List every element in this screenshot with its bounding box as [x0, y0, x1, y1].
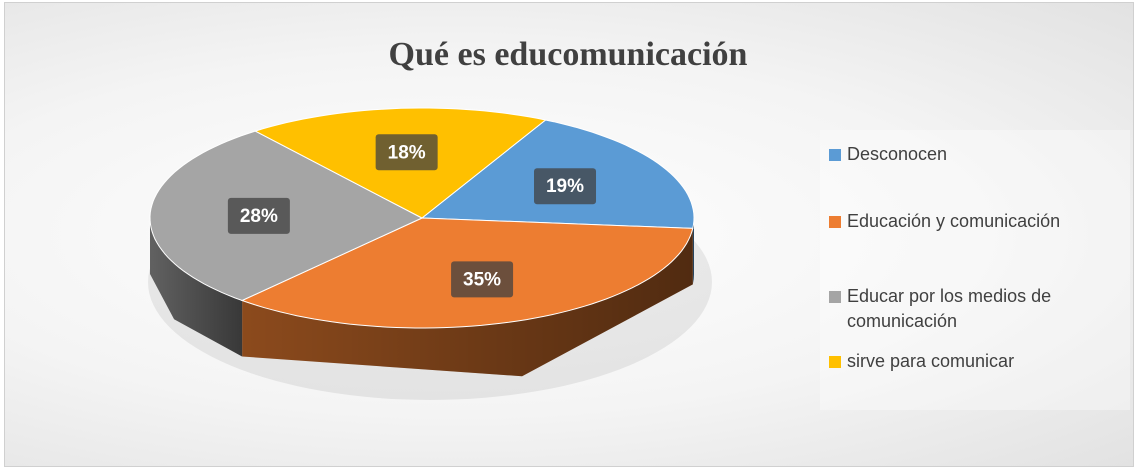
- legend-item: Educación y comunicación: [829, 209, 1127, 234]
- legend-label: Educación y comunicación: [847, 211, 1061, 231]
- data-label-box: [227, 197, 290, 234]
- pie-side-shade: [150, 218, 243, 357]
- data-label: 28%: [240, 206, 278, 227]
- legend-swatch: [829, 356, 841, 368]
- legend-swatch: [829, 149, 841, 161]
- legend: Desconocen Educación y comunicación Educar…: [820, 130, 1130, 410]
- legend-swatch: [829, 291, 841, 303]
- data-label: 18%: [388, 142, 426, 163]
- legend-item: Educar por los medios de comunicación: [829, 284, 1127, 334]
- legend-label: Educar por los medios de comunicación: [847, 286, 1052, 331]
- data-label: 35%: [463, 269, 501, 290]
- data-label-box: [375, 134, 438, 171]
- data-label-box: [451, 261, 514, 298]
- data-label: 19%: [546, 176, 584, 197]
- data-label-box: [534, 168, 597, 205]
- legend-swatch: [829, 216, 841, 228]
- legend-label: Desconocen: [847, 144, 948, 164]
- pie-side-shade: [692, 218, 694, 285]
- pie-side-shade: [242, 228, 693, 377]
- pie: 19% 35% 28% 18%: [148, 107, 712, 400]
- legend-item: Desconocen: [829, 142, 1127, 167]
- legend-label: sirve para comunicar: [847, 351, 1015, 371]
- legend-item: sirve para comunicar: [829, 349, 1127, 374]
- chart-title: Qué es educomunicación: [389, 36, 748, 73]
